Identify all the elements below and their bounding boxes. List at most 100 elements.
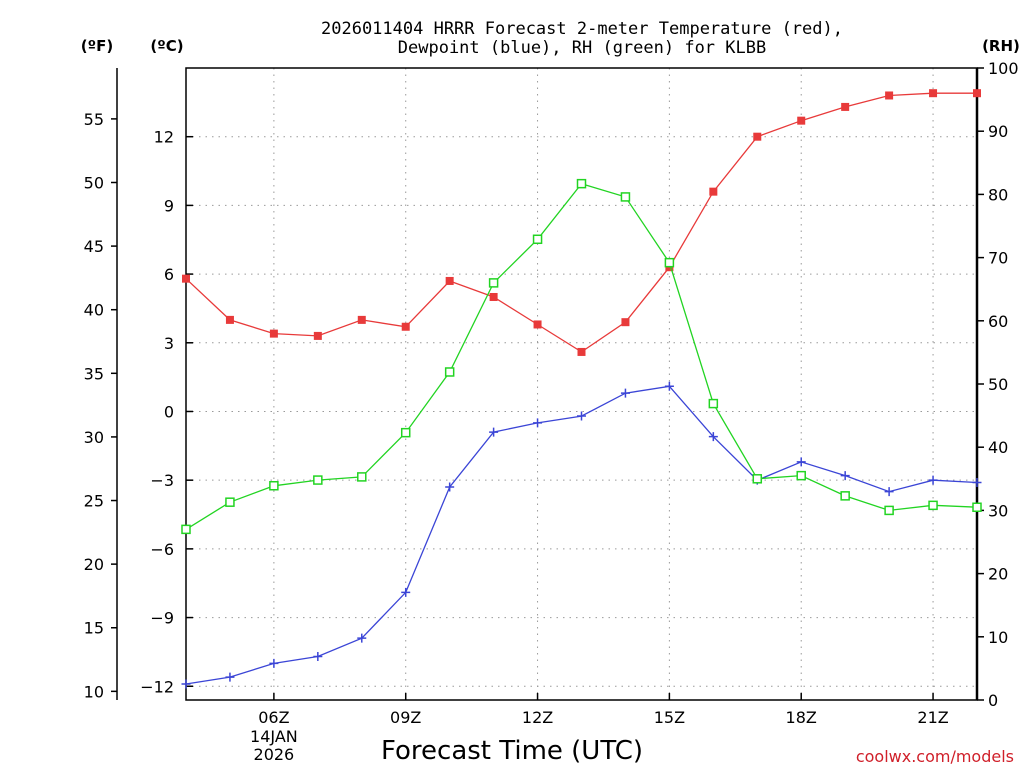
rh-tick-label: 40 bbox=[988, 438, 1008, 457]
rh-point bbox=[225, 497, 235, 507]
temperature-point bbox=[885, 91, 894, 100]
rh-tick-label: 60 bbox=[988, 312, 1008, 331]
dewpoint-point bbox=[664, 381, 674, 391]
temperature-point bbox=[533, 320, 542, 329]
dewpoint-point bbox=[577, 411, 586, 421]
chart-title-line-2: Dewpoint (blue), RH (green) for KLBB bbox=[398, 38, 766, 58]
temperature-point bbox=[357, 315, 366, 324]
fahrenheit-tick-label: 15 bbox=[84, 619, 104, 638]
rh-point bbox=[928, 500, 938, 511]
data-series bbox=[181, 89, 982, 689]
dewpoint-point bbox=[533, 418, 543, 428]
rh-tick-label: 30 bbox=[988, 501, 1008, 520]
rh-point bbox=[972, 502, 982, 512]
rh-point bbox=[181, 524, 191, 535]
temperature-point bbox=[841, 102, 850, 111]
rh-tick-label: 20 bbox=[988, 565, 1008, 584]
dewpoint-point bbox=[884, 487, 894, 497]
x-year-label: 2026 bbox=[254, 745, 295, 764]
temperature-point bbox=[753, 132, 762, 141]
celsius-tick-label: −9 bbox=[150, 609, 174, 628]
fahrenheit-tick-label: 35 bbox=[84, 364, 104, 383]
rh-point bbox=[357, 472, 367, 482]
rh-point bbox=[576, 178, 587, 189]
grid-lines bbox=[186, 68, 977, 700]
temperature-point bbox=[489, 292, 498, 301]
chart-title-line-1: 2026011404 HRRR Forecast 2-meter Tempera… bbox=[321, 19, 843, 39]
celsius-tick-label: −6 bbox=[150, 540, 174, 559]
x-axis-title: Forecast Time (UTC) bbox=[381, 736, 643, 766]
dewpoint-point bbox=[225, 672, 235, 682]
celsius-tick-label: 3 bbox=[164, 334, 174, 353]
temperature-point bbox=[269, 329, 278, 338]
rh-tick-label: 10 bbox=[988, 628, 1008, 647]
temperature-point bbox=[797, 116, 806, 125]
rh-point bbox=[269, 481, 279, 491]
credit-text: coolwx.com/models bbox=[856, 747, 1014, 766]
rh-point bbox=[444, 367, 455, 377]
rh-point bbox=[708, 398, 719, 409]
series-group bbox=[181, 89, 982, 689]
fahrenheit-unit-label: (ºF) bbox=[81, 37, 113, 55]
fahrenheit-tick-label: 50 bbox=[84, 173, 104, 192]
rh-point bbox=[840, 491, 850, 501]
dewpoint-point bbox=[489, 427, 499, 437]
rh-point bbox=[400, 427, 411, 438]
temperature-point bbox=[401, 322, 410, 331]
plot-frame bbox=[185, 67, 978, 701]
rh-point bbox=[620, 192, 631, 202]
temperature-point bbox=[621, 318, 630, 327]
temperature-line bbox=[185, 92, 977, 353]
fahrenheit-tick-label: 30 bbox=[84, 428, 104, 447]
dewpoint-point bbox=[313, 651, 323, 661]
dewpoint-point bbox=[972, 477, 982, 487]
x-tick-label: 15Z bbox=[654, 708, 685, 727]
dewpoint-point bbox=[840, 471, 850, 481]
rh-tick-label: 80 bbox=[988, 185, 1008, 204]
temperature-point bbox=[929, 89, 938, 98]
rh-point bbox=[664, 257, 675, 268]
x-tick-label: 18Z bbox=[786, 708, 817, 727]
fahrenheit-tick-label: 25 bbox=[84, 492, 104, 511]
temperature-point bbox=[225, 315, 234, 324]
rh-point bbox=[796, 470, 806, 481]
dewpoint-point bbox=[620, 388, 630, 398]
celsius-unit-label: (ºC) bbox=[150, 37, 183, 55]
fahrenheit-tick-label: 45 bbox=[84, 237, 104, 256]
tick-labels: 129630−3−6−9−125550454035302520151010090… bbox=[84, 59, 1019, 764]
temperature-point bbox=[445, 276, 454, 285]
x-tick-label: 09Z bbox=[390, 708, 421, 727]
rh-point bbox=[532, 234, 543, 245]
fahrenheit-tick-label: 10 bbox=[84, 682, 104, 701]
x-tick-label: 21Z bbox=[917, 708, 948, 727]
dewpoint-point bbox=[928, 475, 938, 485]
temperature-point bbox=[182, 274, 190, 283]
rh-tick-label: 70 bbox=[988, 249, 1008, 268]
celsius-tick-label: 9 bbox=[164, 196, 174, 215]
fahrenheit-tick-label: 40 bbox=[84, 301, 104, 320]
rh-tick-label: 50 bbox=[988, 375, 1008, 394]
temperature-point bbox=[709, 187, 718, 196]
x-date-label: 14JAN bbox=[250, 727, 298, 746]
rh-tick-label: 100 bbox=[988, 59, 1019, 78]
temperature-point bbox=[313, 331, 322, 340]
dewpoint-point bbox=[357, 633, 367, 643]
rh-tick-label: 0 bbox=[988, 691, 998, 710]
rh-unit-label: (RH) bbox=[982, 37, 1020, 55]
rh-point bbox=[752, 474, 763, 484]
celsius-tick-label: 12 bbox=[154, 128, 174, 147]
x-tick-label: 06Z bbox=[258, 708, 289, 727]
fahrenheit-tick-label: 55 bbox=[84, 110, 104, 129]
dewpoint-point bbox=[401, 587, 411, 597]
fahrenheit-tick-label: 20 bbox=[84, 555, 104, 574]
rh-line bbox=[185, 182, 978, 530]
dewpoint-point bbox=[796, 457, 806, 467]
axes bbox=[111, 67, 984, 701]
dewpoint-point bbox=[708, 432, 718, 442]
rh-point bbox=[488, 278, 499, 288]
dewpoint-point bbox=[269, 658, 279, 668]
temperature-point bbox=[577, 347, 586, 356]
x-tick-label: 12Z bbox=[522, 708, 553, 727]
celsius-tick-label: −12 bbox=[140, 677, 174, 696]
